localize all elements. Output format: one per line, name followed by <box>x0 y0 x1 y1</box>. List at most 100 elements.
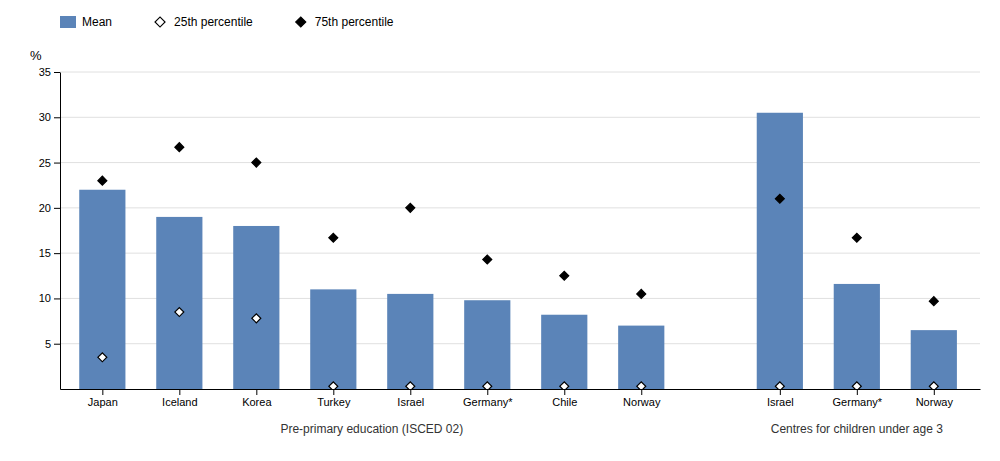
bar <box>464 300 510 389</box>
marker <box>560 271 569 280</box>
x-tick: Korea <box>242 389 272 408</box>
bar <box>911 330 957 389</box>
y-tick: 15 <box>39 247 60 259</box>
bar <box>79 190 125 389</box>
x-tick: Iceland <box>162 389 197 408</box>
x-tick: Israel <box>767 389 794 408</box>
y-tick: 30 <box>39 111 60 123</box>
bar <box>618 326 664 389</box>
x-tick-label: Iceland <box>162 396 197 408</box>
group-label: Pre-primary education (ISCED 02) <box>280 422 463 436</box>
marker <box>252 158 261 167</box>
grid-line <box>60 207 980 208</box>
bar <box>757 113 803 389</box>
marker <box>98 353 107 362</box>
x-tick-label: Norway <box>916 396 954 408</box>
x-tick-label: Norway <box>623 396 661 408</box>
marker <box>252 314 261 323</box>
marker <box>852 233 861 242</box>
legend-item: 25th percentile <box>155 15 253 29</box>
y-tick-label: 10 <box>39 292 51 304</box>
y-tick-mark <box>54 72 60 73</box>
legend-swatch <box>60 16 76 28</box>
legend-item: Mean <box>60 15 112 29</box>
x-tick: Israel <box>397 389 424 408</box>
grid-line <box>60 162 980 163</box>
x-axis-line <box>61 389 981 390</box>
y-tick-label: 25 <box>39 157 51 169</box>
y-tick-mark <box>54 117 60 118</box>
marker <box>406 382 415 389</box>
y-axis: 5 10 15 20 25 30 35 <box>39 66 61 389</box>
y-tick-label: 20 <box>39 202 51 214</box>
marker <box>483 255 492 264</box>
x-tick-mark <box>564 389 565 395</box>
x-tick-mark <box>179 389 180 395</box>
marker <box>637 382 646 389</box>
x-tick: Japan <box>88 389 118 408</box>
bar <box>233 226 279 389</box>
y-tick-label: 30 <box>39 111 51 123</box>
x-tick-mark <box>410 389 411 395</box>
marker <box>852 382 861 389</box>
group-label: Centres for children under age 3 <box>771 422 943 436</box>
bar <box>310 289 356 389</box>
marker <box>929 297 938 306</box>
marker <box>483 382 492 389</box>
legend-swatch <box>296 17 306 27</box>
y-tick-mark <box>54 253 60 254</box>
y-tick: 20 <box>39 202 60 214</box>
x-tick: Norway <box>623 389 661 408</box>
marker <box>175 308 184 317</box>
x-tick-mark <box>780 389 781 395</box>
y-tick-mark <box>54 208 60 209</box>
marker <box>929 382 938 389</box>
legend-item: 75th percentile <box>296 15 394 29</box>
legend-label: 25th percentile <box>174 15 253 29</box>
y-tick: 25 <box>39 157 60 169</box>
y-axis-label: % <box>30 48 42 63</box>
x-tick-mark <box>857 389 858 395</box>
marker <box>560 382 569 389</box>
y-tick-mark <box>54 344 60 345</box>
marker <box>175 143 184 152</box>
bar <box>156 217 202 389</box>
series <box>98 308 938 389</box>
x-tick: Germany* <box>463 389 513 408</box>
y-tick: 5 <box>45 338 60 350</box>
marker <box>98 176 107 185</box>
marker <box>637 289 646 298</box>
x-axis: Japan Iceland Korea Turkey Israel Germany* Chi… <box>61 389 981 408</box>
x-tick-label: Chile <box>552 396 577 408</box>
legend: Mean 25th percentile 75th percentile <box>60 15 394 29</box>
legend-label: 75th percentile <box>315 15 394 29</box>
x-tick-mark <box>487 389 488 395</box>
x-tick: Turkey <box>317 389 351 408</box>
marker <box>775 194 784 203</box>
series <box>79 113 957 389</box>
legend-label: Mean <box>82 15 112 29</box>
x-tick-mark <box>256 389 257 395</box>
plot: 5 10 15 20 25 30 35 Japan Iceland Korea Turkey Isra… <box>39 66 981 436</box>
bar <box>387 294 433 389</box>
x-tick-mark <box>333 389 334 395</box>
chart: 5 10 15 20 25 30 35 Japan Iceland Korea Turkey Isra… <box>0 0 1000 461</box>
legend-swatch <box>155 17 165 27</box>
series <box>98 143 938 306</box>
x-tick-mark <box>641 389 642 395</box>
marks <box>79 113 957 389</box>
y-tick-label: 5 <box>45 338 51 350</box>
x-tick: Chile <box>552 389 577 408</box>
x-tick-label: Japan <box>88 396 118 408</box>
y-tick-mark <box>54 163 60 164</box>
y-tick-label: 35 <box>39 66 51 78</box>
x-tick-label: Korea <box>242 396 272 408</box>
x-tick-label: Germany* <box>463 396 513 408</box>
marker <box>329 382 338 389</box>
y-tick-label: 15 <box>39 247 51 259</box>
marker <box>406 203 415 212</box>
y-tick: 35 <box>39 66 60 78</box>
x-tick-mark <box>934 389 935 395</box>
y-tick: 10 <box>39 292 60 304</box>
bar <box>834 284 880 389</box>
